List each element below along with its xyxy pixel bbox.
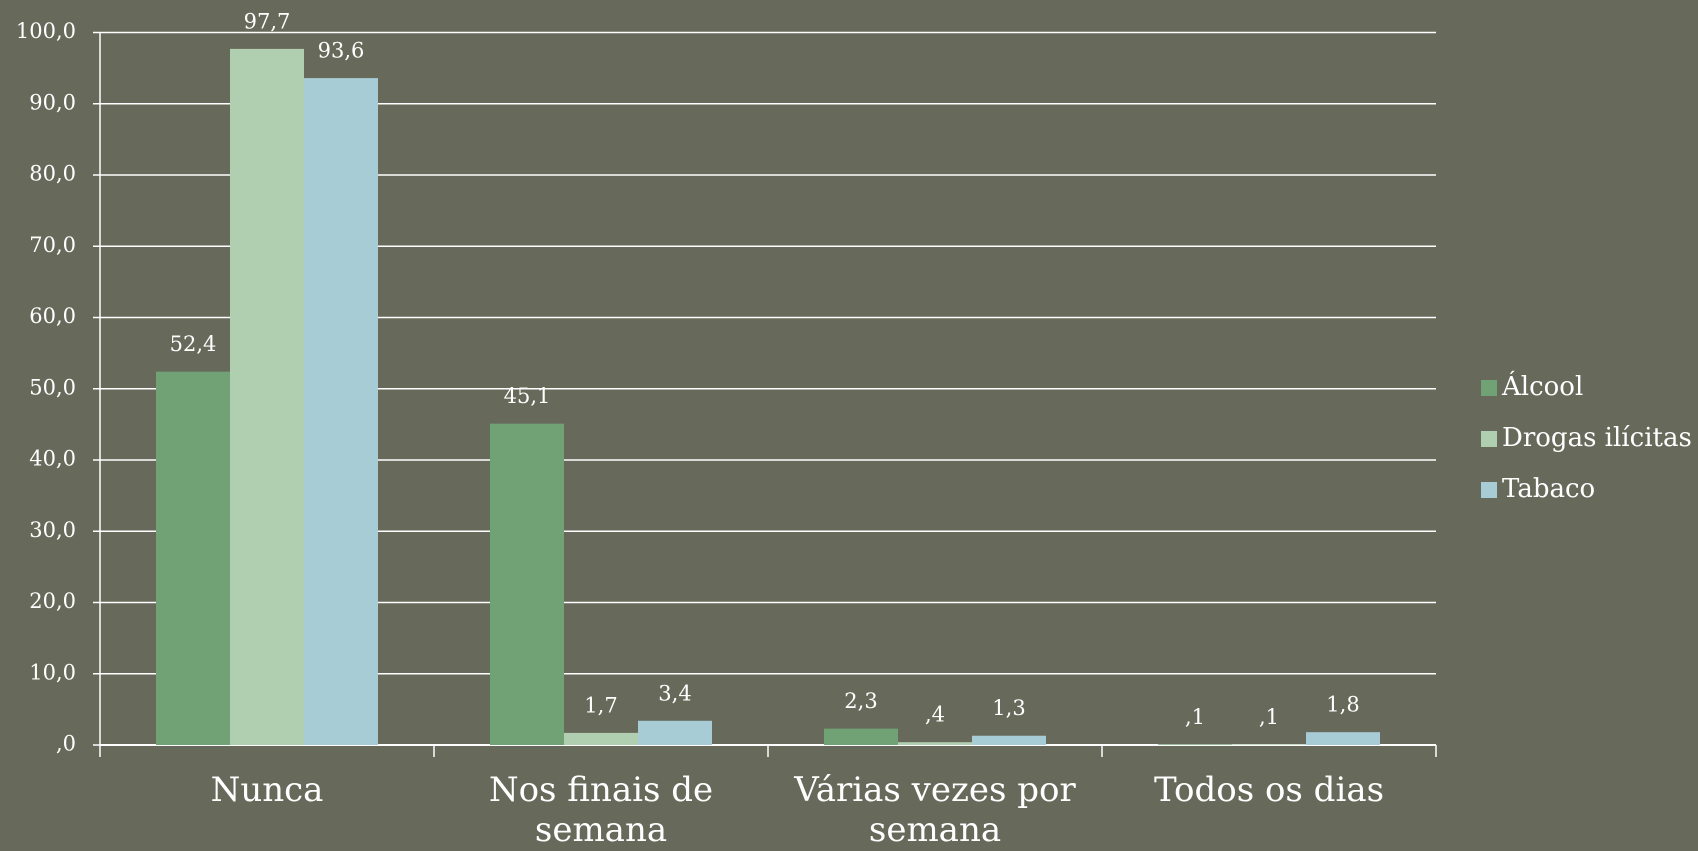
- y-tick-label: 90,0: [29, 90, 76, 114]
- legend-swatch: [1481, 431, 1497, 447]
- value-label: 45,1: [504, 384, 551, 408]
- bar: [1232, 744, 1306, 745]
- x-tick-label: Várias vezes por semana: [794, 770, 1076, 850]
- legend-label: Álcool: [1501, 370, 1583, 402]
- y-tick-label: 50,0: [29, 375, 76, 399]
- value-label: 1,3: [992, 696, 1025, 720]
- bar: [230, 48, 304, 745]
- bar: [972, 735, 1046, 745]
- y-tick-label: 30,0: [29, 518, 76, 542]
- legend-swatch: [1481, 482, 1497, 498]
- value-label: 97,7: [244, 9, 291, 33]
- value-label: 1,7: [584, 693, 617, 717]
- bar: [564, 732, 638, 745]
- legend-label: Tabaco: [1502, 474, 1595, 504]
- y-tick-label: 80,0: [29, 162, 76, 186]
- value-label: 2,3: [844, 689, 877, 713]
- legend-swatch: [1481, 380, 1497, 396]
- y-tick-label: 100,0: [16, 19, 76, 43]
- value-label: 3,4: [658, 681, 691, 705]
- x-tick-label: Nunca: [210, 770, 324, 810]
- legend-label: Drogas ilícitas: [1502, 423, 1692, 453]
- value-label: 93,6: [318, 39, 365, 63]
- bar: [638, 720, 712, 745]
- y-tick-label: 60,0: [29, 304, 76, 328]
- y-tick-label: 20,0: [29, 589, 76, 613]
- value-label: 52,4: [170, 332, 217, 356]
- bar: [1306, 732, 1380, 745]
- bar: [824, 728, 898, 745]
- value-label: ,1: [1185, 705, 1205, 729]
- y-tick-label: 70,0: [29, 233, 76, 257]
- y-tick-label: 40,0: [29, 447, 76, 471]
- bar: [1158, 744, 1232, 745]
- bar: [898, 742, 972, 745]
- x-tick-label: Nos finais de semana: [488, 770, 714, 850]
- y-tick-label: 10,0: [29, 660, 76, 684]
- value-label: ,4: [925, 703, 945, 727]
- bar: [156, 371, 230, 745]
- x-tick-label: Todos os dias: [1153, 770, 1385, 810]
- y-tick-label: ,0: [56, 732, 76, 756]
- bar: [304, 78, 378, 746]
- value-label: ,1: [1259, 705, 1279, 729]
- bar: [490, 423, 564, 745]
- value-label: 1,8: [1326, 693, 1359, 717]
